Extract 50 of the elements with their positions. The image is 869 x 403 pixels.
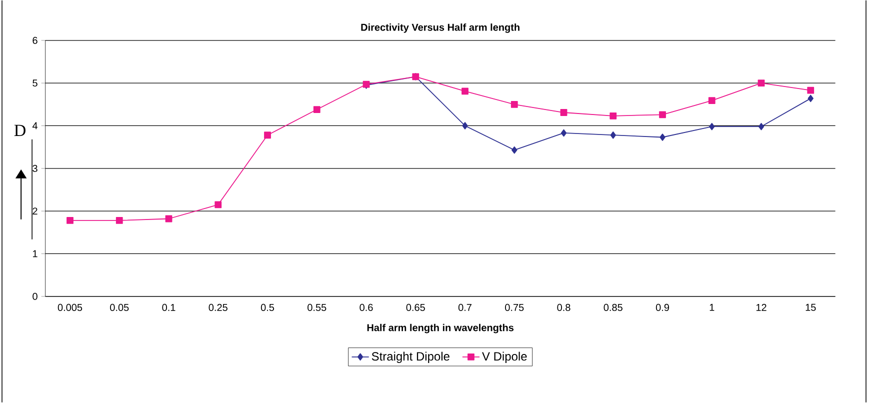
point xyxy=(313,106,320,114)
point xyxy=(709,123,715,130)
y-tick-label: 3 xyxy=(32,164,38,172)
x-tick-label: 0.65 xyxy=(406,304,425,312)
point xyxy=(462,88,468,95)
point xyxy=(264,132,271,139)
point xyxy=(165,215,172,222)
y-tick-label: 0 xyxy=(32,292,38,300)
legend-label: Straight Dipole xyxy=(372,352,450,364)
x-tick-label: 0.55 xyxy=(308,304,326,312)
legend-label: V Dipole xyxy=(482,352,527,364)
point xyxy=(560,129,567,137)
point xyxy=(66,217,74,224)
x-tick-label: 0.9 xyxy=(656,304,669,312)
x-tick-label: 1 xyxy=(710,304,714,311)
x-tick-label: 0.85 xyxy=(604,304,622,312)
point xyxy=(758,80,765,87)
point xyxy=(510,101,518,108)
x-tick-label: 0.05 xyxy=(110,304,129,312)
y-tick-label: 1 xyxy=(32,250,38,258)
point xyxy=(512,146,518,154)
point xyxy=(708,97,716,104)
point xyxy=(610,112,617,120)
y-tick-label: 2 xyxy=(32,208,38,215)
point xyxy=(462,122,468,130)
x-tick-label: 12 xyxy=(756,304,766,312)
x-axis-title: Half arm length in wavelengths xyxy=(367,324,514,334)
y-axis-title: D xyxy=(14,124,26,136)
y-tick-label: 5 xyxy=(32,80,38,87)
point xyxy=(660,134,666,141)
x-tick-label: 0.1 xyxy=(162,304,176,312)
point xyxy=(560,109,568,116)
point xyxy=(807,86,814,94)
x-tick-label: 15 xyxy=(806,304,816,311)
point xyxy=(214,201,222,208)
point xyxy=(116,217,123,224)
x-tick-label: 0.7 xyxy=(458,304,472,312)
x-tick-label: 0.8 xyxy=(557,304,570,312)
x-tick-label: 0.005 xyxy=(58,304,82,312)
x-tick-label: 0.5 xyxy=(260,304,274,312)
x-tick-label: 0.75 xyxy=(505,304,524,312)
x-tick-label: 0.25 xyxy=(208,304,228,312)
y-tick-label: 4 xyxy=(32,122,38,130)
y-tick-label: 6 xyxy=(32,36,38,44)
x-tick-label: 0.6 xyxy=(360,304,373,312)
point xyxy=(659,111,666,118)
point xyxy=(808,94,814,102)
chart-title: Directivity Versus Half arm length xyxy=(361,24,520,33)
point xyxy=(610,132,616,139)
point xyxy=(758,123,764,130)
